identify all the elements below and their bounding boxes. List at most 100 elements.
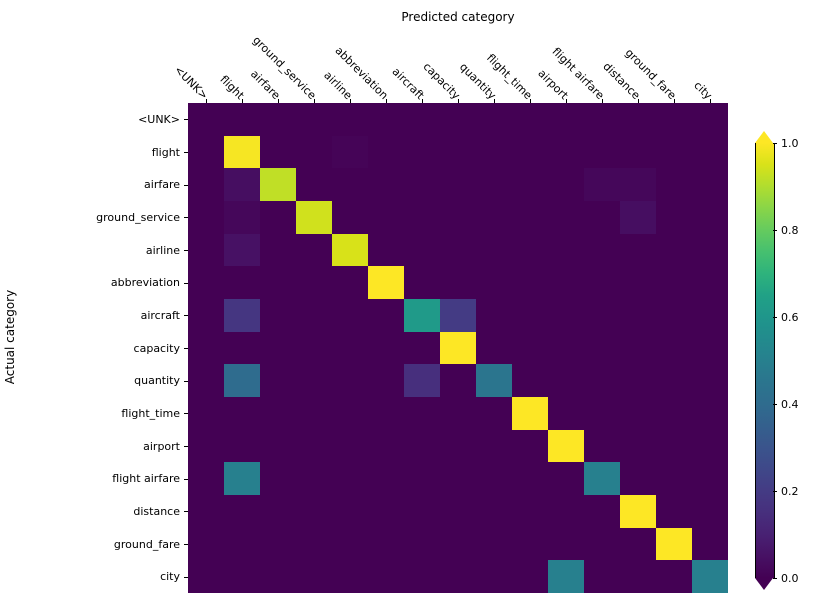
- heatmap-cell: [296, 168, 332, 201]
- heatmap-cell: [476, 201, 512, 234]
- heatmap-cell: [512, 299, 548, 332]
- heatmap-cell: [260, 299, 296, 332]
- heatmap-cell: [188, 168, 224, 201]
- heatmap-cell: [368, 234, 404, 267]
- heatmap-cell: [296, 430, 332, 463]
- heatmap-cell: [548, 201, 584, 234]
- heatmap-cell: [548, 397, 584, 430]
- heatmap-cell: [332, 234, 368, 267]
- heatmap-cell: [656, 560, 692, 593]
- heatmap-cell: [296, 462, 332, 495]
- heatmap-cell: [296, 201, 332, 234]
- heatmap-cell: [260, 462, 296, 495]
- heatmap-cell: [548, 364, 584, 397]
- heatmap-cell: [440, 560, 476, 593]
- heatmap-cell: [512, 103, 548, 136]
- heatmap-cell: [620, 168, 656, 201]
- colorbar-tick-label: 0.8: [781, 224, 799, 237]
- heatmap-cell: [512, 168, 548, 201]
- heatmap-cell: [296, 332, 332, 365]
- heatmap-cell: [692, 299, 728, 332]
- heatmap-cell: [548, 462, 584, 495]
- heatmap-cell: [368, 495, 404, 528]
- heatmap-cell: [584, 266, 620, 299]
- heatmap-cell: [476, 495, 512, 528]
- heatmap-cell: [476, 266, 512, 299]
- colorbar-tick-label: 1.0: [781, 137, 799, 150]
- heatmap-cell: [476, 462, 512, 495]
- heatmap-cell: [332, 430, 368, 463]
- heatmap-cell: [620, 430, 656, 463]
- colorbar-tick-label: 0.6: [781, 311, 799, 324]
- heatmap-cell: [512, 332, 548, 365]
- heatmap-cell: [476, 397, 512, 430]
- heatmap-cell: [332, 168, 368, 201]
- heatmap-cell: [548, 430, 584, 463]
- heatmap-cell: [368, 299, 404, 332]
- heatmap-cell: [476, 364, 512, 397]
- heatmap-cell: [656, 234, 692, 267]
- heatmap-cell: [692, 397, 728, 430]
- heatmap-cell: [620, 136, 656, 169]
- heatmap-cell: [656, 299, 692, 332]
- y-tick-label: abbreviation: [111, 276, 180, 289]
- heatmap-cell: [368, 528, 404, 561]
- heatmap-cell: [656, 462, 692, 495]
- heatmap-cell: [620, 560, 656, 593]
- heatmap-cell: [368, 364, 404, 397]
- heatmap-cell: [404, 299, 440, 332]
- heatmap-cell: [404, 528, 440, 561]
- heatmap-cell: [584, 299, 620, 332]
- heatmap-cell: [224, 136, 260, 169]
- heatmap-cell: [188, 528, 224, 561]
- heatmap-cell: [512, 364, 548, 397]
- heatmap-cell: [188, 462, 224, 495]
- heatmap-cell: [440, 168, 476, 201]
- heatmap-cell: [332, 201, 368, 234]
- heatmap-cell: [296, 560, 332, 593]
- colorbar-tick-label: 0.4: [781, 398, 799, 411]
- heatmap-cell: [512, 266, 548, 299]
- heatmap-cell: [548, 103, 584, 136]
- y-tick-label: city: [160, 570, 180, 583]
- heatmap-cell: [512, 528, 548, 561]
- heatmap-cell: [476, 332, 512, 365]
- heatmap-cell: [584, 397, 620, 430]
- heatmap-cell: [512, 462, 548, 495]
- heatmap-cell: [584, 168, 620, 201]
- heatmap-cell: [332, 397, 368, 430]
- heatmap-cell: [584, 495, 620, 528]
- heatmap-cell: [692, 332, 728, 365]
- heatmap-cell: [620, 364, 656, 397]
- heatmap-cell: [440, 266, 476, 299]
- heatmap-cell: [224, 397, 260, 430]
- heatmap-cell: [692, 528, 728, 561]
- heatmap-cell: [620, 495, 656, 528]
- heatmap-cell: [260, 528, 296, 561]
- colorbar-over-arrow: [755, 131, 773, 143]
- heatmap-cell: [440, 299, 476, 332]
- heatmap-cell: [692, 136, 728, 169]
- heatmap-cell: [476, 168, 512, 201]
- heatmap-cell: [188, 266, 224, 299]
- heatmap-cell: [440, 234, 476, 267]
- heatmap-cell: [296, 266, 332, 299]
- heatmap-cell: [224, 495, 260, 528]
- heatmap-cell: [368, 462, 404, 495]
- heatmap-cell: [224, 168, 260, 201]
- heatmap-cell: [260, 234, 296, 267]
- heatmap-cell: [332, 528, 368, 561]
- chart-container: Predicted category Actual category <UNK>…: [0, 0, 813, 609]
- heatmap-cell: [188, 201, 224, 234]
- heatmap-cell: [260, 364, 296, 397]
- heatmap-cell: [440, 528, 476, 561]
- heatmap-cell: [224, 201, 260, 234]
- heatmap-cell: [620, 234, 656, 267]
- heatmap-cell: [404, 430, 440, 463]
- heatmap-cell: [296, 397, 332, 430]
- heatmap-cell: [404, 364, 440, 397]
- y-axis-label: Actual category: [3, 237, 17, 437]
- heatmap-cell: [224, 332, 260, 365]
- heatmap-cell: [440, 364, 476, 397]
- y-tick-label: flight: [152, 146, 180, 159]
